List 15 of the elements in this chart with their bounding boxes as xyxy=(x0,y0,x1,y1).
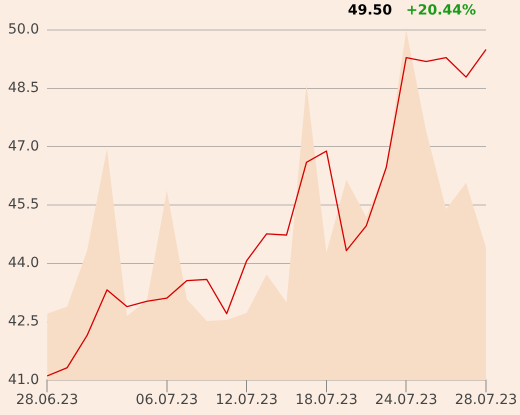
x-tick-label: 18.07.23 xyxy=(295,392,358,408)
x-tick-label: 28.07.23 xyxy=(454,392,518,408)
x-tick-label: 24.07.23 xyxy=(375,392,438,408)
y-tick-label: 42.5 xyxy=(8,313,40,330)
x-tick-label: 12.07.23 xyxy=(215,392,278,408)
y-tick-label: 41.0 xyxy=(8,372,40,388)
text: +20.44% xyxy=(406,2,476,19)
y-tick-label: 45.5 xyxy=(8,196,40,213)
text: 49.50 xyxy=(348,2,392,19)
y-tick-label: 50.0 xyxy=(8,22,40,38)
y-tick-label: 47.0 xyxy=(8,138,40,154)
y-tick-label: 44.0 xyxy=(8,255,40,272)
x-tick-label: 06.07.23 xyxy=(136,392,198,408)
x-tick-label: 28.06.23 xyxy=(16,392,78,408)
y-tick-label: 48.5 xyxy=(8,80,40,96)
